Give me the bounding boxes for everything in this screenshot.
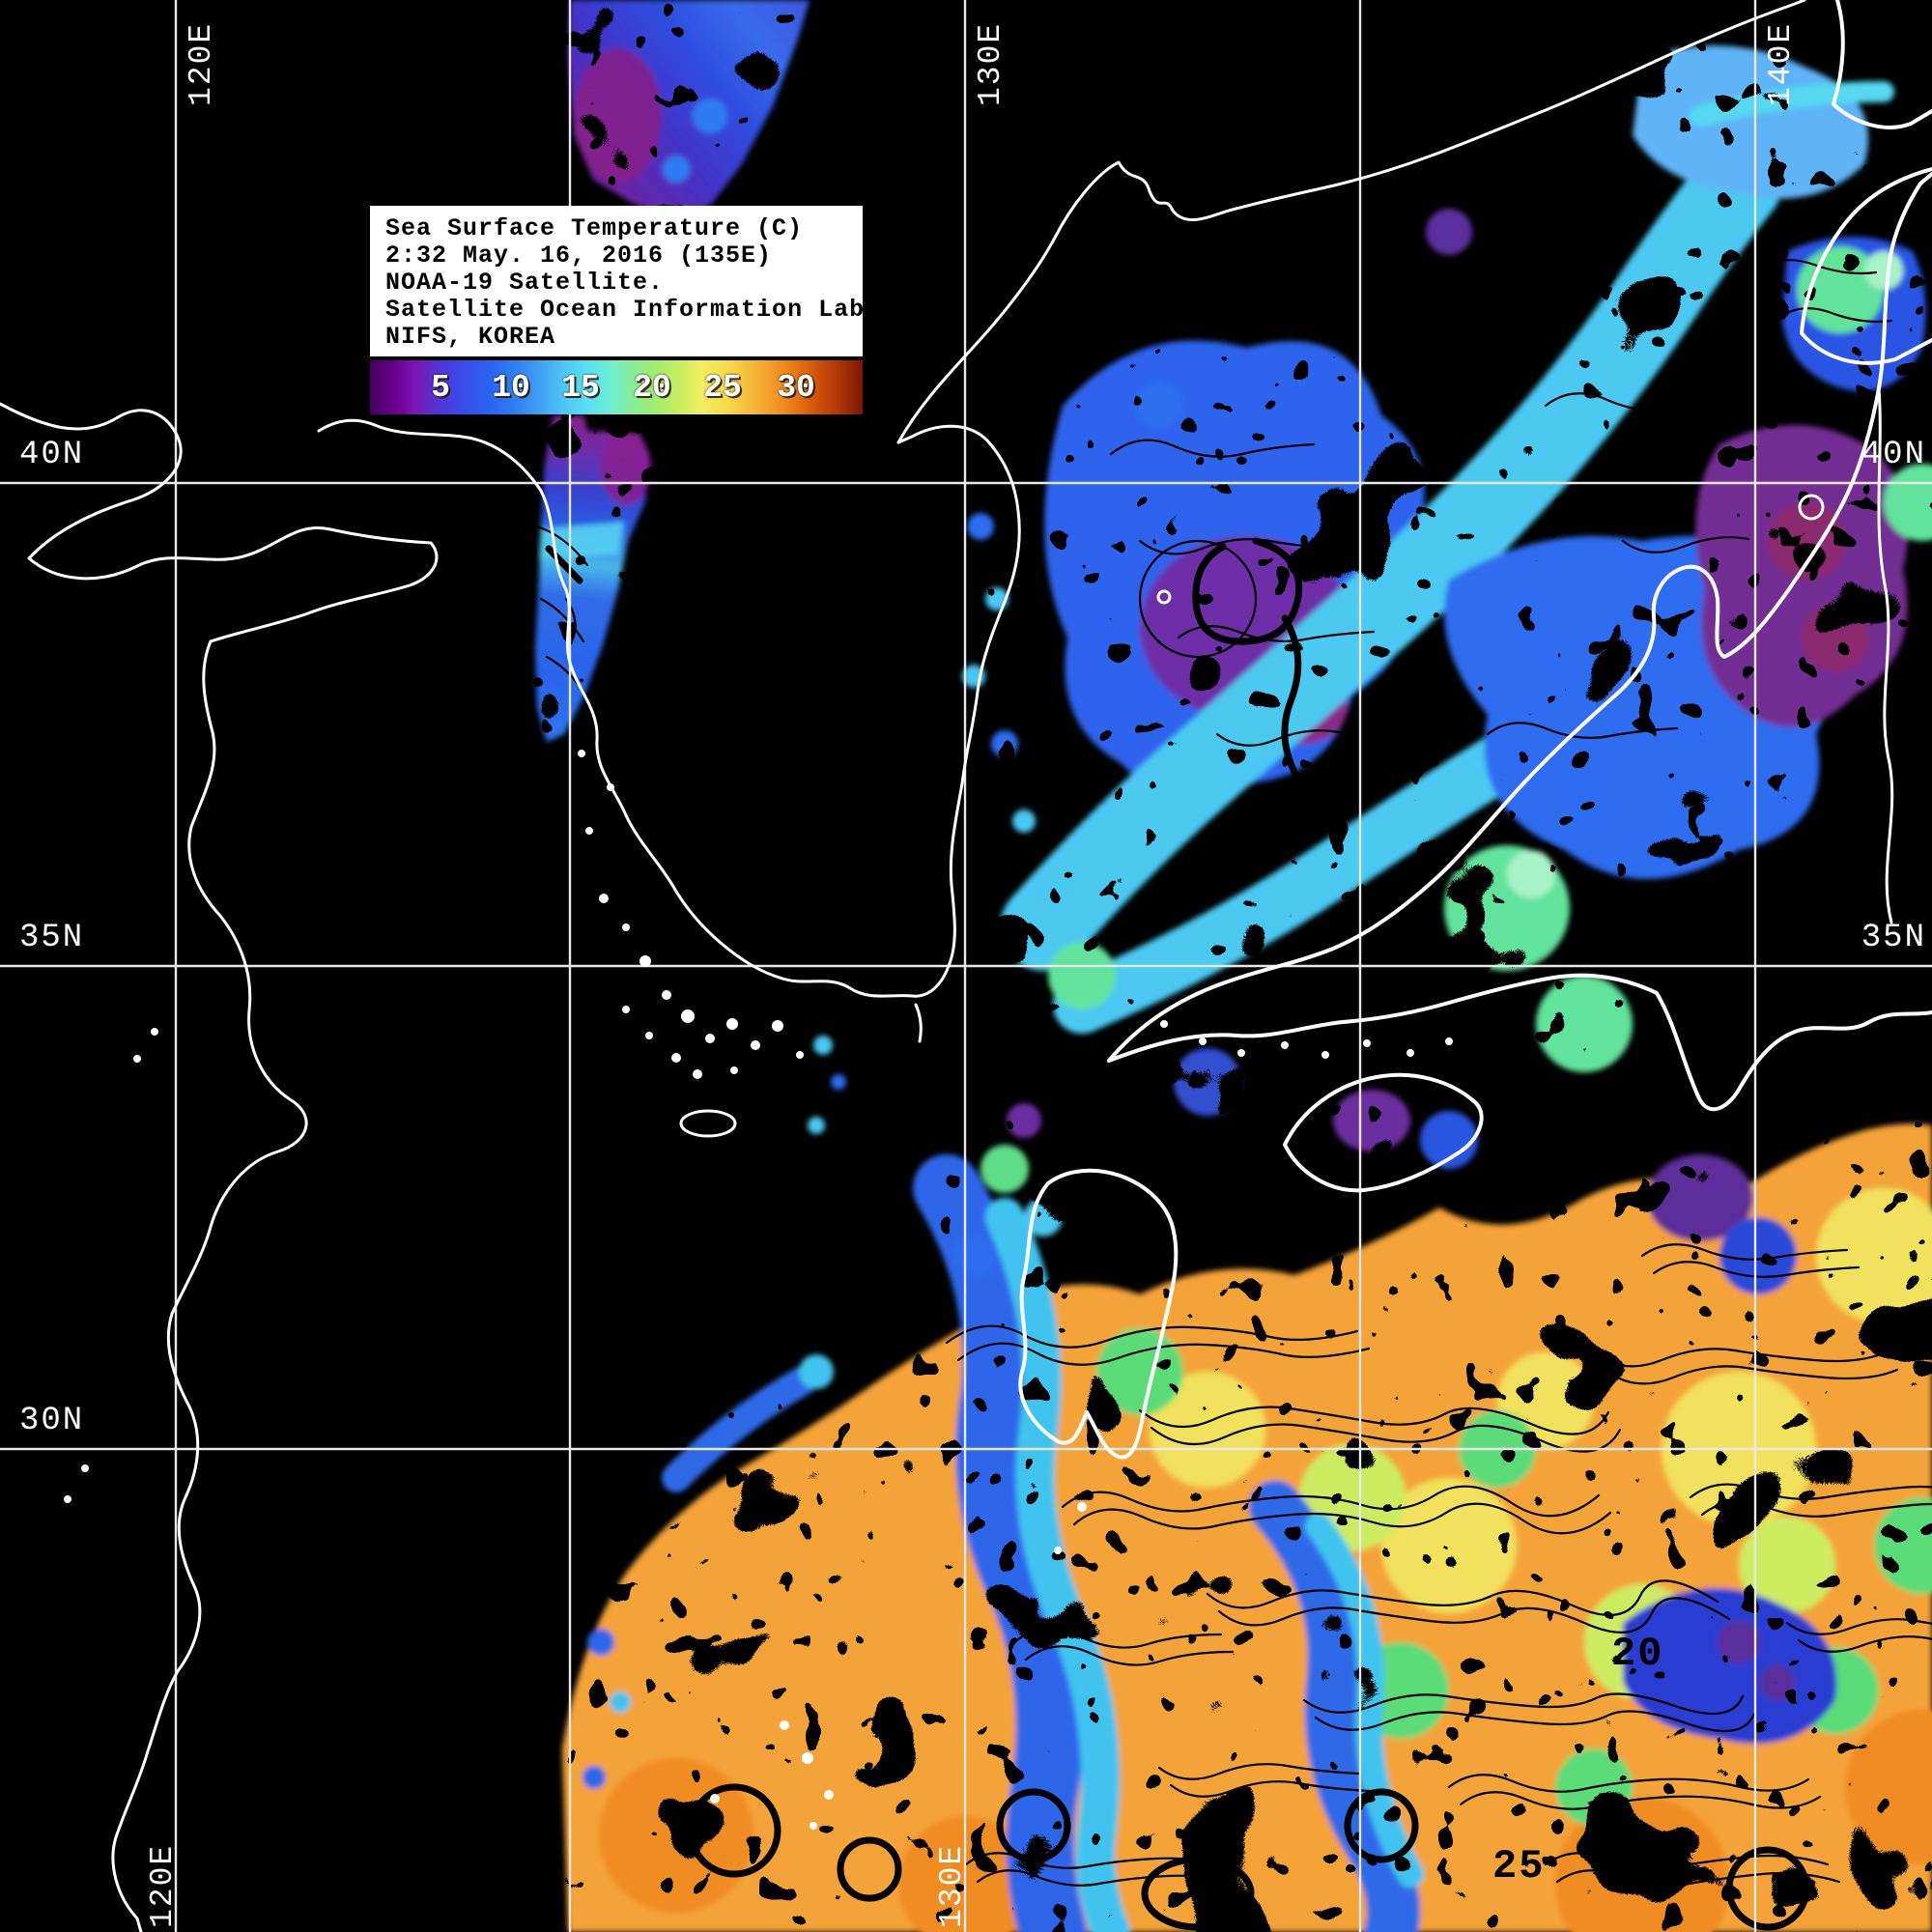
legend-text-box: Sea Surface Temperature (C) 2:32 May. 16…	[370, 206, 881, 356]
island-specks	[64, 334, 1453, 1830]
lon-label-top-140e: 140E	[1763, 21, 1799, 106]
colorbar-tick-15: 15	[561, 370, 600, 406]
colorbar-tick-25: 25	[703, 370, 742, 406]
legend-panel: Sea Surface Temperature (C) 2:32 May. 16…	[370, 206, 881, 414]
legend-title: Sea Surface Temperature (C)	[385, 214, 804, 242]
lat-label-left-40n: 40N	[19, 437, 85, 473]
temperature-colorbar: 5 10 15 20 25 30	[370, 356, 863, 414]
legend-lab: Satellite Ocean Information Lab.	[385, 296, 881, 324]
legend-datetime: 2:32 May. 16, 2016 (135E)	[385, 242, 773, 270]
lat-label-right-35n: 35N	[1861, 920, 1926, 956]
contour-label-25: 25	[1492, 1843, 1546, 1889]
colorbar-tick-20: 20	[633, 370, 671, 406]
contour-label-20: 20	[1611, 1631, 1664, 1677]
lon-label-bottom-120e: 120E	[145, 1843, 181, 1928]
lat-label-left-30n: 30N	[19, 1403, 85, 1439]
legend-org: NIFS, KOREA	[385, 323, 556, 351]
lon-label-top-130e: 130E	[973, 21, 1009, 106]
lat-label-right-40n: 40N	[1861, 437, 1926, 473]
lon-label-top-120e: 120E	[184, 21, 219, 106]
lon-label-bottom-130e: 130E	[934, 1843, 970, 1928]
legend-satellite: NOAA-19 Satellite.	[385, 269, 665, 297]
colorbar-tick-10: 10	[492, 370, 530, 406]
colorbar-tick-5: 5	[431, 370, 450, 406]
lat-label-left-35n: 35N	[19, 920, 85, 956]
colorbar-tick-30: 30	[777, 370, 815, 406]
